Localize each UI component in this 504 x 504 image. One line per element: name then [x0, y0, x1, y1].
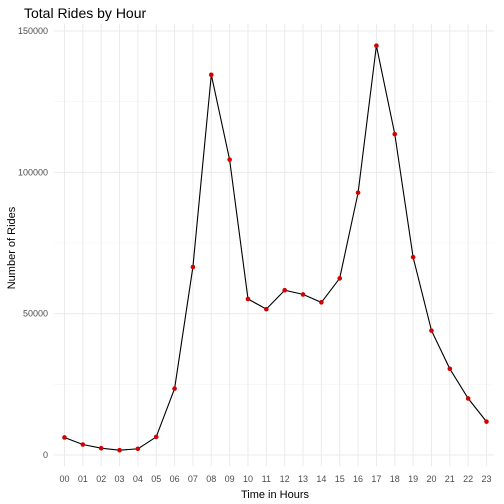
data-point: [465, 396, 471, 401]
x-tick-label: 14: [316, 474, 326, 484]
x-tick-label: 18: [390, 474, 400, 484]
data-point: [355, 190, 361, 195]
data-point: [172, 386, 177, 391]
data-point: [300, 292, 306, 297]
y-axis-ticks: 0 50000 100000 150000: [18, 26, 48, 460]
x-tick-label: 05: [151, 474, 161, 484]
data-point: [80, 442, 86, 447]
data-point: [227, 157, 232, 162]
data-point: [135, 446, 141, 452]
data-point: [190, 264, 196, 270]
data-points: [62, 43, 489, 453]
x-tick-label: 09: [225, 474, 235, 484]
series-line: [64, 45, 487, 451]
y-tick-label: 150000: [18, 26, 48, 36]
data-point: [337, 276, 343, 281]
x-tick-label: 15: [335, 474, 345, 484]
data-point: [98, 445, 104, 451]
x-tick-label: 03: [115, 474, 125, 484]
y-axis-label: Number of Rides: [6, 206, 18, 289]
x-tick-label: 08: [206, 474, 216, 484]
x-tick-label: 06: [170, 474, 180, 484]
x-axis-label: Time in Hours: [241, 489, 310, 501]
data-point: [410, 254, 416, 260]
x-tick-label: 13: [298, 474, 308, 484]
x-axis-ticks: 00 01 02 03 04 05 06 07 08 09 10 11 12 13 14 15 16 17 18 19…: [59, 474, 491, 484]
x-tick-label: 20: [426, 474, 436, 484]
data-point: [153, 434, 159, 440]
data-point: [374, 43, 379, 48]
y-tick-label: 50000: [23, 309, 48, 319]
data-point: [245, 296, 251, 302]
x-tick-label: 01: [78, 474, 88, 484]
x-tick-label: 16: [353, 474, 363, 484]
data-point: [62, 435, 67, 440]
x-tick-label: 22: [463, 474, 473, 484]
x-tick-label: 23: [481, 474, 491, 484]
x-tick-label: 07: [188, 474, 198, 484]
x-tick-label: 00: [59, 474, 69, 484]
data-point: [117, 447, 122, 453]
data-point: [484, 419, 489, 424]
data-point: [447, 366, 453, 372]
x-tick-label: 12: [280, 474, 290, 484]
data-point: [208, 72, 214, 78]
x-tick-label: 21: [445, 474, 455, 484]
x-tick-label: 19: [408, 474, 418, 484]
data-point: [319, 300, 324, 305]
y-tick-label: 100000: [18, 167, 48, 177]
x-tick-label: 10: [243, 474, 253, 484]
x-tick-label: 11: [262, 474, 271, 484]
x-tick-label: 04: [133, 474, 143, 484]
data-point: [282, 287, 287, 293]
data-point: [264, 306, 269, 312]
grid: [54, 24, 494, 466]
data-point: [392, 131, 398, 137]
chart-title: Total Rides by Hour: [24, 5, 147, 21]
y-tick-label: 0: [43, 450, 48, 460]
x-tick-label: 02: [96, 474, 106, 484]
data-point: [429, 328, 434, 333]
x-tick-label: 17: [371, 474, 381, 484]
